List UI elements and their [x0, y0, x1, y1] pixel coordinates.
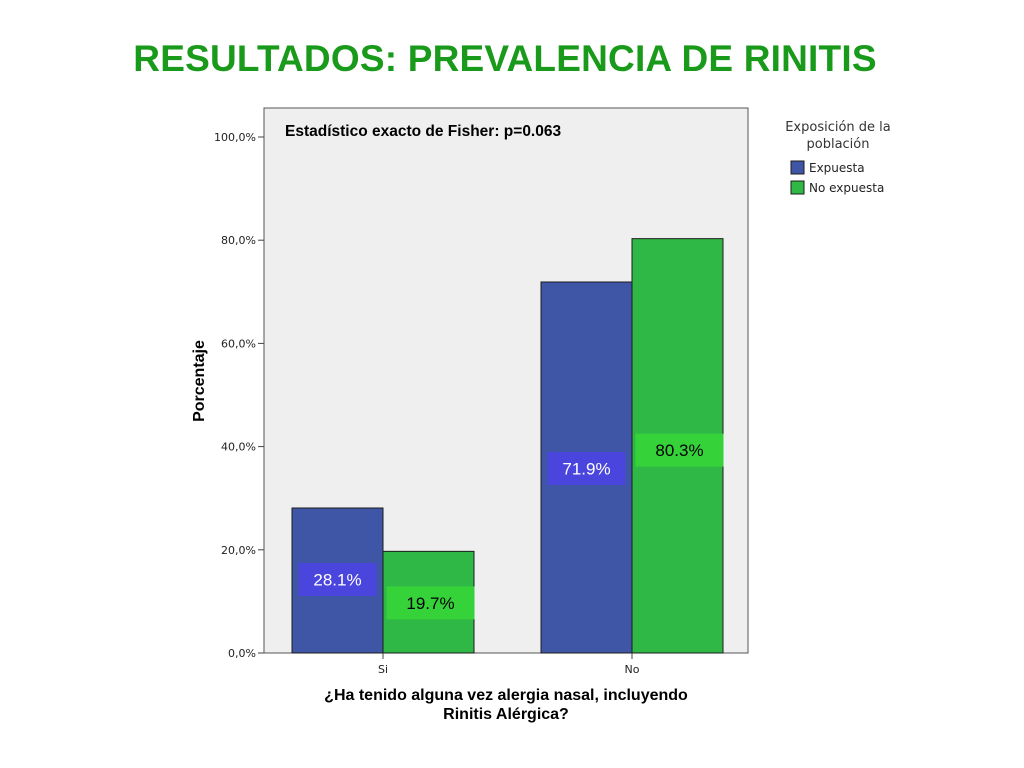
slide-title: RESULTADOS: PREVALENCIA DE RINITIS	[133, 38, 877, 79]
y-tick-label: 40,0%	[221, 441, 256, 454]
y-axis-title: Porcentaje	[191, 340, 208, 422]
legend-entry-label: No expuesta	[809, 181, 884, 195]
x-axis-title-line: ¿Ha tenido alguna vez alergia nasal, inc…	[324, 687, 688, 704]
y-tick-label: 60,0%	[221, 337, 256, 350]
y-tick-label: 80,0%	[221, 234, 256, 247]
data-label: 28.1%	[313, 571, 361, 590]
legend-title-line: Exposición de la	[785, 120, 891, 135]
y-tick-label: 20,0%	[221, 544, 256, 557]
data-label-box	[298, 563, 377, 597]
data-label-box	[635, 433, 724, 467]
data-label: 19.7%	[406, 594, 454, 613]
y-tick-label: 100,0%	[214, 131, 256, 144]
legend-entry-label: Expuesta	[809, 161, 865, 175]
fisher-annotation: Estadístico exacto de Fisher: p=0.063	[285, 123, 561, 140]
data-label: 71.9%	[562, 459, 610, 478]
legend-swatch	[790, 180, 805, 195]
x-tick-label: Si	[378, 663, 388, 676]
x-axis-title-line: Rinitis Alérgica?	[443, 706, 569, 723]
data-label: 80.3%	[655, 441, 703, 460]
legend-swatch	[790, 160, 805, 175]
data-label-box	[386, 586, 475, 620]
x-tick-label: No	[625, 663, 640, 676]
legend-title-line: población	[807, 137, 870, 152]
y-tick-label: 0,0%	[228, 647, 256, 660]
data-label-box	[547, 451, 626, 485]
